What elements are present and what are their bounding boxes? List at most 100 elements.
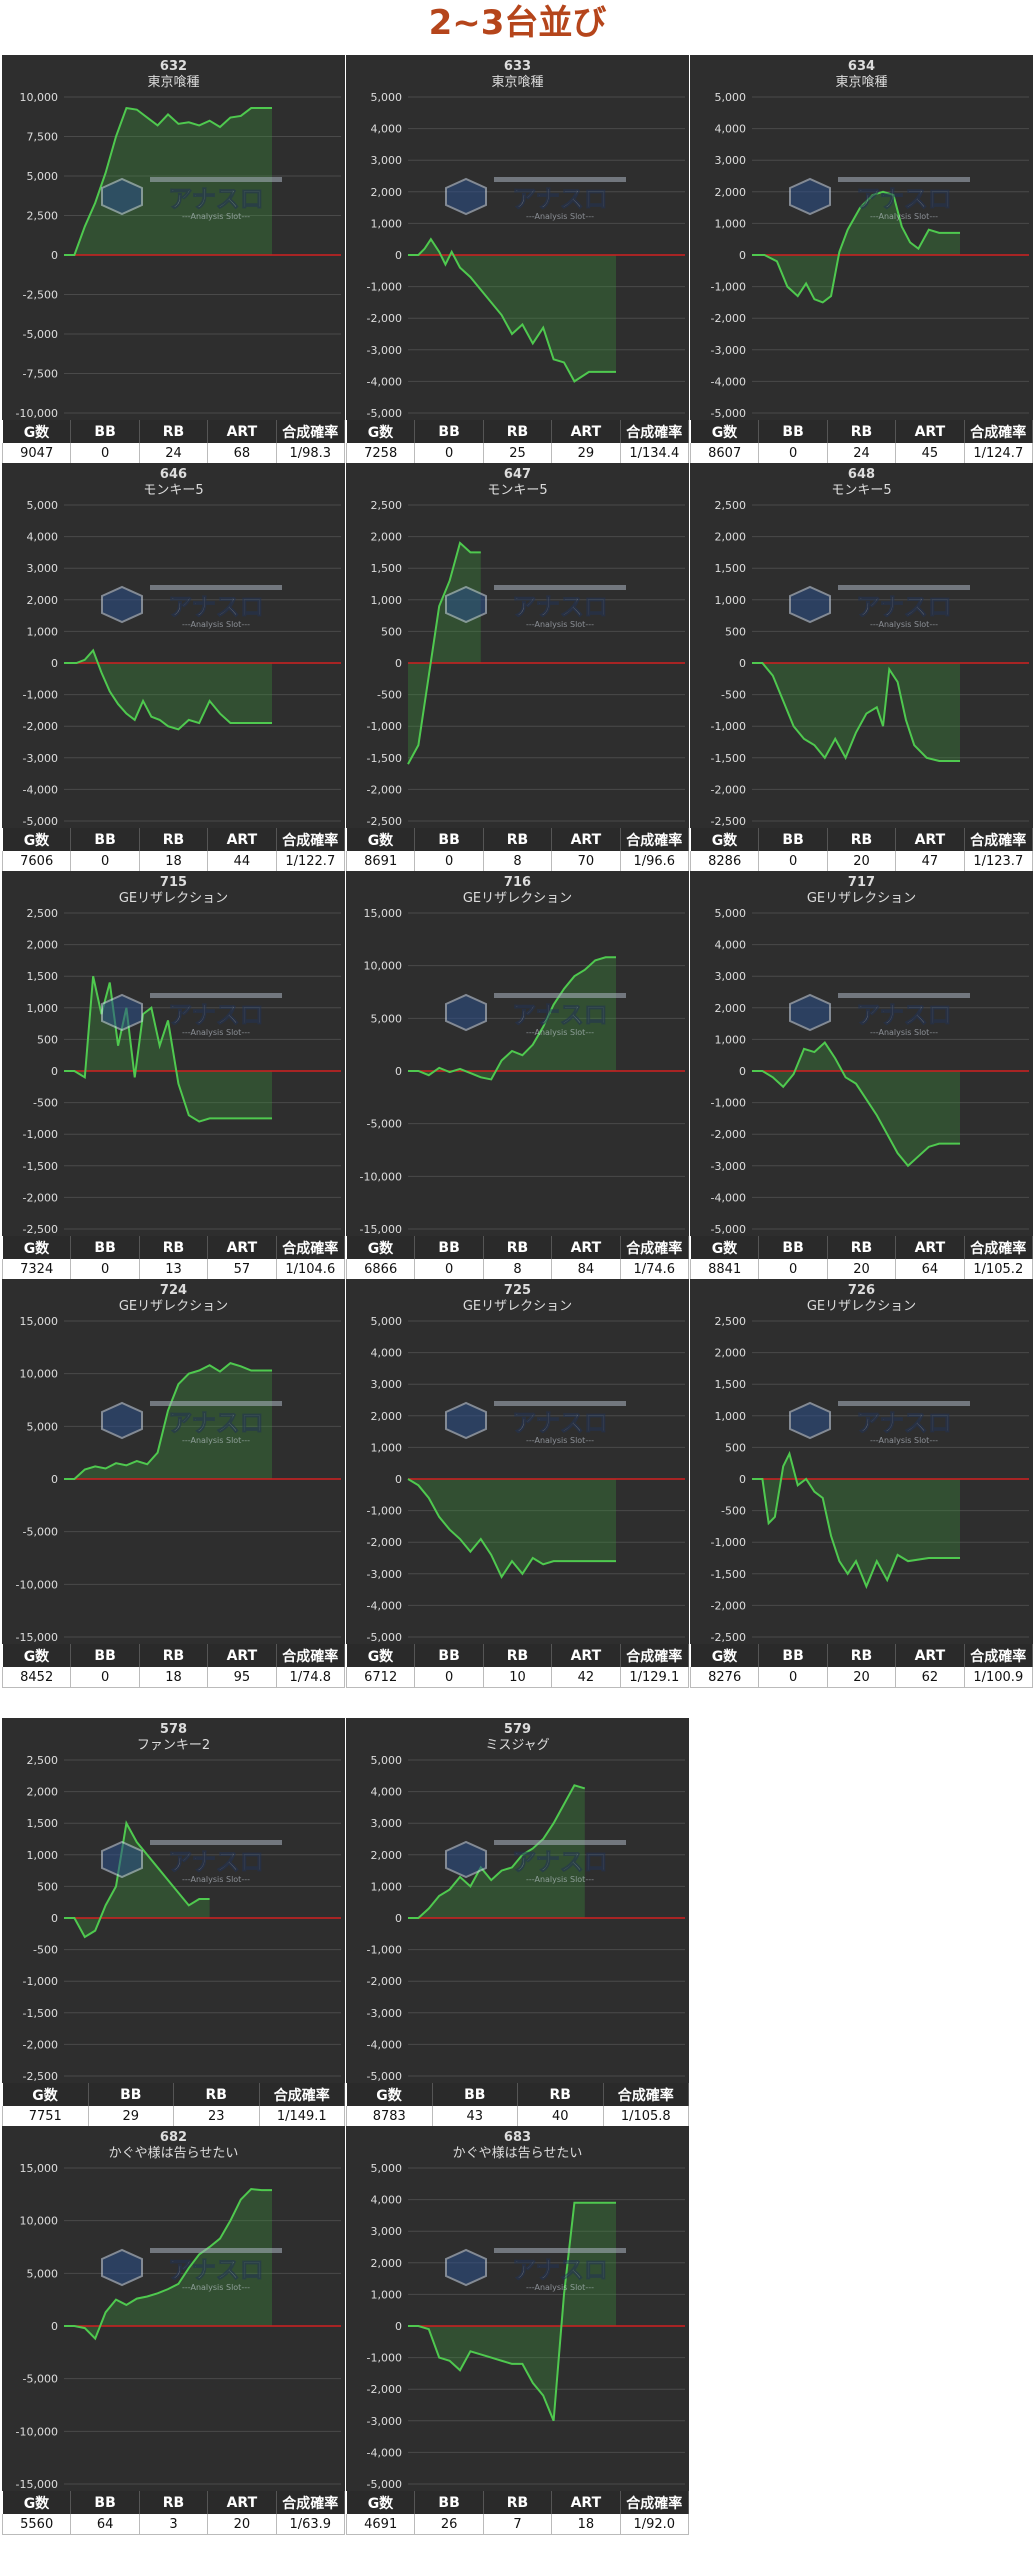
y-tick-label: 0	[51, 657, 58, 670]
y-tick-label: -5,000	[367, 1118, 402, 1131]
watermark-subtext: ---Analysis Slot---	[182, 1875, 250, 1884]
stats-header: BB	[415, 420, 483, 443]
stats-value: 29	[552, 443, 620, 464]
y-tick-label: 1,000	[371, 217, 403, 230]
stats-value: 18	[139, 1667, 207, 1688]
y-tick-label: 15,000	[20, 1315, 59, 1328]
watermark-subtext: ---Analysis Slot---	[182, 1436, 250, 1445]
watermark-text: アナスロ	[168, 1848, 264, 1876]
stats-value: 1/74.8	[276, 1667, 344, 1688]
stats-value: 1/92.0	[620, 2514, 688, 2535]
stats-value: 68	[208, 443, 276, 464]
stats-value: 64	[896, 1259, 964, 1280]
chart-title: 725	[504, 1283, 531, 1298]
y-tick-label: 2,000	[27, 594, 59, 607]
y-tick-label: -2,000	[711, 312, 746, 325]
y-tick-label: 5,000	[27, 499, 59, 512]
stats-value: 0	[415, 1667, 483, 1688]
stats-value: 20	[827, 1667, 895, 1688]
stats-value: 0	[71, 443, 139, 464]
stats-value: 43	[432, 2106, 518, 2127]
stats-value: 45	[896, 443, 964, 464]
stats-value: 70	[552, 851, 620, 872]
chart-subtitle: モンキー5	[143, 483, 203, 498]
y-tick-label: -1,000	[23, 1975, 58, 1988]
stats-header: G数	[347, 1236, 415, 1259]
stats-header: RB	[483, 420, 551, 443]
stats-value: 0	[415, 443, 483, 464]
stats-value: 57	[208, 1259, 276, 1280]
stats-value: 1/129.1	[620, 1667, 688, 1688]
y-tick-label: 2,000	[27, 1786, 59, 1799]
y-tick-label: -10,000	[360, 1170, 402, 1183]
difference-chart: 634東京喰種-5,000-4,000-3,000-2,000-1,00001,…	[690, 55, 1033, 420]
watermark-text: アナスロ	[512, 1409, 608, 1437]
y-tick-label: 0	[51, 1912, 58, 1925]
stats-header: RB	[827, 828, 895, 851]
y-tick-label: -4,000	[367, 1599, 402, 1612]
y-tick-label: -2,000	[367, 783, 402, 796]
stats-header: RB	[139, 1644, 207, 1667]
y-tick-label: 2,500	[371, 499, 403, 512]
y-tick-label: -1,000	[711, 281, 746, 294]
stats-value: 0	[415, 1259, 483, 1280]
stats-header: BB	[71, 828, 139, 851]
stats-value: 7324	[3, 1259, 71, 1280]
chart-title: 578	[160, 1722, 187, 1737]
stats-header: RB	[483, 1644, 551, 1667]
y-tick-label: -5,000	[367, 2070, 402, 2083]
stats-value: 1/63.9	[276, 2514, 344, 2535]
chart-title: 646	[160, 467, 187, 482]
stats-header: G数	[3, 828, 71, 851]
y-tick-label: -4,000	[367, 375, 402, 388]
difference-chart: 646モンキー5-5,000-4,000-3,000-2,000-1,00001…	[2, 463, 345, 828]
watermark-subtext: ---Analysis Slot---	[526, 1028, 594, 1037]
y-tick-label: 0	[395, 1065, 402, 1078]
y-tick-label: -10,000	[16, 2425, 58, 2438]
stats-value: 40	[518, 2106, 604, 2127]
watermark-text: アナスロ	[168, 185, 264, 213]
stats-value: 7	[483, 2514, 551, 2535]
y-tick-label: 1,000	[371, 1441, 403, 1454]
y-tick-label: 10,000	[20, 2215, 59, 2228]
y-tick-label: -2,000	[23, 1191, 58, 1204]
y-tick-label: -15,000	[360, 1223, 402, 1236]
stats-header: G数	[347, 1644, 415, 1667]
stats-value: 10	[483, 1667, 551, 1688]
y-tick-label: 2,500	[715, 499, 747, 512]
stats-value: 0	[415, 851, 483, 872]
y-tick-label: 500	[37, 1880, 58, 1893]
stats-value: 29	[88, 2106, 174, 2127]
stats-value: 64	[71, 2514, 139, 2535]
stats-header: G数	[347, 2491, 415, 2514]
stats-header: BB	[71, 1236, 139, 1259]
chart-title: 715	[160, 875, 187, 890]
stats-header: ART	[896, 1644, 964, 1667]
stats-header: BB	[759, 828, 827, 851]
chart-title: 716	[504, 875, 531, 890]
y-tick-label: 3,000	[27, 562, 59, 575]
y-tick-label: 2,500	[27, 210, 59, 223]
stats-header: G数	[691, 828, 759, 851]
stats-header: ART	[552, 1236, 620, 1259]
